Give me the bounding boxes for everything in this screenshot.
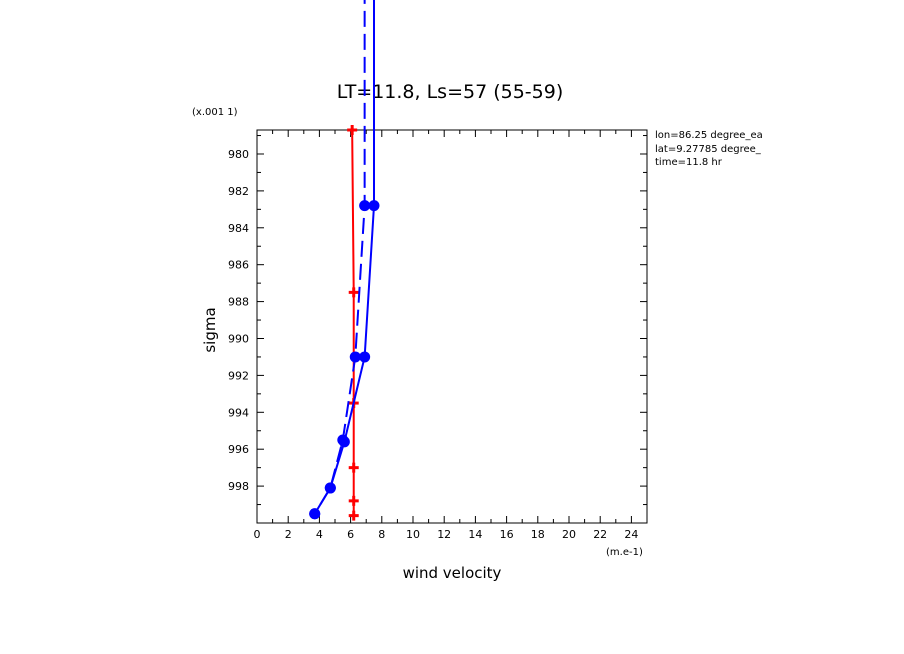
info-lon: lon=86.25 degree_ea <box>655 130 763 141</box>
x-tick-label: 0 <box>254 528 261 541</box>
series-1-point <box>359 351 371 363</box>
x-tick-label: 24 <box>624 528 638 541</box>
y-tick-label: 982 <box>228 185 249 198</box>
y-tick-label: 996 <box>228 443 249 456</box>
y-tick-label: 998 <box>228 480 249 493</box>
axis-ticks: 0 2 4 6 8 10 12 14 16 18 20 22 249809829849869889909… <box>228 130 648 541</box>
x-tick-label: 12 <box>437 528 451 541</box>
y-tick-label: 994 <box>228 406 249 419</box>
y-tick-label: 986 <box>228 259 249 272</box>
x-axis-label: wind velocity <box>403 564 502 582</box>
series-line-0 <box>351 129 355 516</box>
series-2-point <box>337 434 349 446</box>
chart-title: LT=11.8, Ls=57 (55-59) <box>337 81 564 103</box>
y-tick-label: 988 <box>228 296 249 309</box>
info-time: time=11.8 hr <box>655 157 723 168</box>
series-0-point <box>348 462 359 473</box>
series-1-point <box>368 200 380 212</box>
y-axis-label: sigma <box>201 307 219 352</box>
y-tick-label: 990 <box>228 332 249 345</box>
series-2-point <box>324 482 336 494</box>
y-tick-label: 980 <box>228 148 249 161</box>
x-tick-label: 22 <box>593 528 607 541</box>
x-tick-label: 14 <box>468 528 482 541</box>
x-tick-label: 4 <box>316 528 323 541</box>
x-scale-label: (m.e-1) <box>606 547 643 558</box>
info-lat: lat=9.27785 degree_ <box>655 144 762 155</box>
series-0-point <box>348 495 359 506</box>
series-0-point <box>347 125 358 135</box>
x-tick-label: 10 <box>406 528 420 541</box>
plot-frame <box>256 129 648 524</box>
y-tick-label: 984 <box>228 222 249 235</box>
x-tick-label: 16 <box>500 528 514 541</box>
series-0-point <box>348 287 359 298</box>
y-scale-label: (x.001 1) <box>192 107 238 118</box>
series-2-point <box>359 200 371 212</box>
series-layer <box>309 0 380 521</box>
y-tick-label: 992 <box>228 369 249 382</box>
x-tick-label: 6 <box>347 528 354 541</box>
series-2-point <box>349 351 361 363</box>
series-2-point <box>309 508 321 520</box>
x-tick-label: 18 <box>531 528 545 541</box>
x-tick-label: 2 <box>285 528 292 541</box>
x-tick-label: 8 <box>378 528 385 541</box>
series-0-point <box>348 510 359 521</box>
x-tick-label: 20 <box>562 528 576 541</box>
